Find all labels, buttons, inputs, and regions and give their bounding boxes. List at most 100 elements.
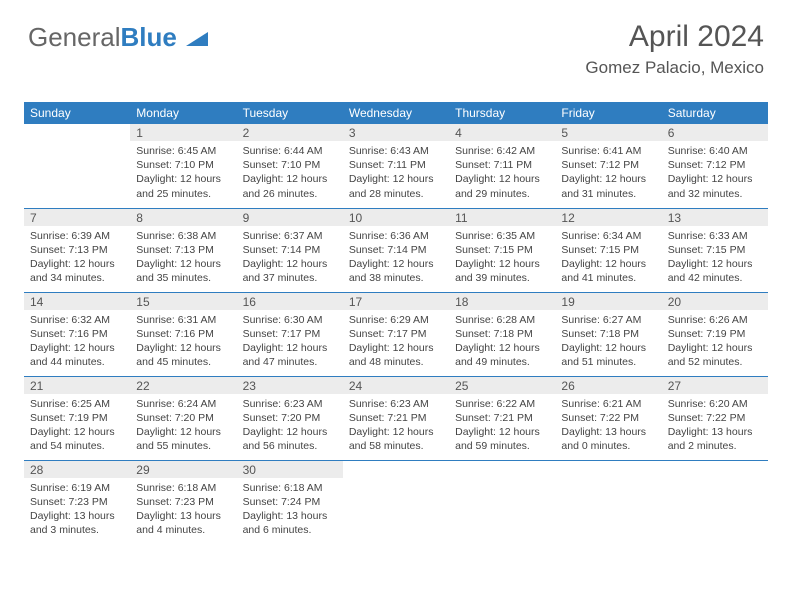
day-details: Sunrise: 6:37 AMSunset: 7:14 PMDaylight:… [237, 226, 343, 286]
day-number: 27 [662, 377, 768, 394]
day-cell: 3Sunrise: 6:43 AMSunset: 7:11 PMDaylight… [343, 124, 449, 208]
day-details: Sunrise: 6:38 AMSunset: 7:13 PMDaylight:… [130, 226, 236, 286]
weekday-wednesday: Wednesday [343, 102, 449, 124]
day-cell: 17Sunrise: 6:29 AMSunset: 7:17 PMDayligh… [343, 292, 449, 376]
empty-cell [343, 460, 449, 544]
day-number: 12 [555, 209, 661, 226]
day-details: Sunrise: 6:43 AMSunset: 7:11 PMDaylight:… [343, 141, 449, 201]
day-number: 19 [555, 293, 661, 310]
day-details: Sunrise: 6:45 AMSunset: 7:10 PMDaylight:… [130, 141, 236, 201]
day-details: Sunrise: 6:32 AMSunset: 7:16 PMDaylight:… [24, 310, 130, 370]
day-details: Sunrise: 6:23 AMSunset: 7:20 PMDaylight:… [237, 394, 343, 454]
day-details: Sunrise: 6:29 AMSunset: 7:17 PMDaylight:… [343, 310, 449, 370]
day-number: 6 [662, 124, 768, 141]
day-cell: 13Sunrise: 6:33 AMSunset: 7:15 PMDayligh… [662, 208, 768, 292]
day-details: Sunrise: 6:25 AMSunset: 7:19 PMDaylight:… [24, 394, 130, 454]
day-cell: 18Sunrise: 6:28 AMSunset: 7:18 PMDayligh… [449, 292, 555, 376]
day-details: Sunrise: 6:23 AMSunset: 7:21 PMDaylight:… [343, 394, 449, 454]
location: Gomez Palacio, Mexico [585, 58, 764, 78]
day-details: Sunrise: 6:27 AMSunset: 7:18 PMDaylight:… [555, 310, 661, 370]
day-cell: 27Sunrise: 6:20 AMSunset: 7:22 PMDayligh… [662, 376, 768, 460]
calendar-row: 14Sunrise: 6:32 AMSunset: 7:16 PMDayligh… [24, 292, 768, 376]
day-details: Sunrise: 6:28 AMSunset: 7:18 PMDaylight:… [449, 310, 555, 370]
day-cell: 28Sunrise: 6:19 AMSunset: 7:23 PMDayligh… [24, 460, 130, 544]
day-details: Sunrise: 6:34 AMSunset: 7:15 PMDaylight:… [555, 226, 661, 286]
day-number: 13 [662, 209, 768, 226]
day-number: 11 [449, 209, 555, 226]
day-details: Sunrise: 6:26 AMSunset: 7:19 PMDaylight:… [662, 310, 768, 370]
day-cell: 29Sunrise: 6:18 AMSunset: 7:23 PMDayligh… [130, 460, 236, 544]
day-number: 25 [449, 377, 555, 394]
day-details: Sunrise: 6:31 AMSunset: 7:16 PMDaylight:… [130, 310, 236, 370]
day-cell: 21Sunrise: 6:25 AMSunset: 7:19 PMDayligh… [24, 376, 130, 460]
day-cell: 25Sunrise: 6:22 AMSunset: 7:21 PMDayligh… [449, 376, 555, 460]
day-details: Sunrise: 6:41 AMSunset: 7:12 PMDaylight:… [555, 141, 661, 201]
day-details: Sunrise: 6:35 AMSunset: 7:15 PMDaylight:… [449, 226, 555, 286]
day-details: Sunrise: 6:40 AMSunset: 7:12 PMDaylight:… [662, 141, 768, 201]
brand-triangle-icon [186, 24, 212, 55]
brand-part2: Blue [121, 22, 177, 52]
day-number: 5 [555, 124, 661, 141]
day-cell: 16Sunrise: 6:30 AMSunset: 7:17 PMDayligh… [237, 292, 343, 376]
day-cell: 10Sunrise: 6:36 AMSunset: 7:14 PMDayligh… [343, 208, 449, 292]
day-cell: 11Sunrise: 6:35 AMSunset: 7:15 PMDayligh… [449, 208, 555, 292]
day-number: 4 [449, 124, 555, 141]
day-number: 3 [343, 124, 449, 141]
weekday-sunday: Sunday [24, 102, 130, 124]
day-details: Sunrise: 6:21 AMSunset: 7:22 PMDaylight:… [555, 394, 661, 454]
day-number: 20 [662, 293, 768, 310]
day-details: Sunrise: 6:22 AMSunset: 7:21 PMDaylight:… [449, 394, 555, 454]
day-number: 17 [343, 293, 449, 310]
day-cell: 14Sunrise: 6:32 AMSunset: 7:16 PMDayligh… [24, 292, 130, 376]
day-number: 15 [130, 293, 236, 310]
day-number: 8 [130, 209, 236, 226]
day-cell: 8Sunrise: 6:38 AMSunset: 7:13 PMDaylight… [130, 208, 236, 292]
weekday-monday: Monday [130, 102, 236, 124]
day-cell: 24Sunrise: 6:23 AMSunset: 7:21 PMDayligh… [343, 376, 449, 460]
day-number: 24 [343, 377, 449, 394]
day-cell: 9Sunrise: 6:37 AMSunset: 7:14 PMDaylight… [237, 208, 343, 292]
day-cell: 15Sunrise: 6:31 AMSunset: 7:16 PMDayligh… [130, 292, 236, 376]
day-details: Sunrise: 6:44 AMSunset: 7:10 PMDaylight:… [237, 141, 343, 201]
calendar-body: 1Sunrise: 6:45 AMSunset: 7:10 PMDaylight… [24, 124, 768, 544]
calendar-row: 1Sunrise: 6:45 AMSunset: 7:10 PMDaylight… [24, 124, 768, 208]
day-details: Sunrise: 6:24 AMSunset: 7:20 PMDaylight:… [130, 394, 236, 454]
day-number: 1 [130, 124, 236, 141]
day-number: 29 [130, 461, 236, 478]
day-cell: 5Sunrise: 6:41 AMSunset: 7:12 PMDaylight… [555, 124, 661, 208]
empty-cell [555, 460, 661, 544]
day-number: 2 [237, 124, 343, 141]
day-cell: 23Sunrise: 6:23 AMSunset: 7:20 PMDayligh… [237, 376, 343, 460]
day-number: 9 [237, 209, 343, 226]
weekday-thursday: Thursday [449, 102, 555, 124]
header: April 2024 Gomez Palacio, Mexico [585, 20, 764, 78]
weekday-friday: Friday [555, 102, 661, 124]
day-number: 23 [237, 377, 343, 394]
day-number: 26 [555, 377, 661, 394]
day-cell: 22Sunrise: 6:24 AMSunset: 7:20 PMDayligh… [130, 376, 236, 460]
empty-cell [24, 124, 130, 208]
day-number: 22 [130, 377, 236, 394]
brand-part1: General [28, 22, 121, 52]
calendar-row: 7Sunrise: 6:39 AMSunset: 7:13 PMDaylight… [24, 208, 768, 292]
day-details: Sunrise: 6:20 AMSunset: 7:22 PMDaylight:… [662, 394, 768, 454]
day-cell: 20Sunrise: 6:26 AMSunset: 7:19 PMDayligh… [662, 292, 768, 376]
day-details: Sunrise: 6:18 AMSunset: 7:24 PMDaylight:… [237, 478, 343, 538]
month-title: April 2024 [585, 20, 764, 54]
empty-cell [662, 460, 768, 544]
day-details: Sunrise: 6:19 AMSunset: 7:23 PMDaylight:… [24, 478, 130, 538]
calendar-row: 21Sunrise: 6:25 AMSunset: 7:19 PMDayligh… [24, 376, 768, 460]
day-cell: 2Sunrise: 6:44 AMSunset: 7:10 PMDaylight… [237, 124, 343, 208]
weekday-header-row: SundayMondayTuesdayWednesdayThursdayFrid… [24, 102, 768, 124]
day-number: 14 [24, 293, 130, 310]
day-details: Sunrise: 6:30 AMSunset: 7:17 PMDaylight:… [237, 310, 343, 370]
calendar-grid: SundayMondayTuesdayWednesdayThursdayFrid… [24, 102, 768, 544]
day-number: 10 [343, 209, 449, 226]
day-details: Sunrise: 6:33 AMSunset: 7:15 PMDaylight:… [662, 226, 768, 286]
day-cell: 1Sunrise: 6:45 AMSunset: 7:10 PMDaylight… [130, 124, 236, 208]
brand-logo: GeneralBlue [28, 22, 212, 55]
day-details: Sunrise: 6:18 AMSunset: 7:23 PMDaylight:… [130, 478, 236, 538]
day-cell: 26Sunrise: 6:21 AMSunset: 7:22 PMDayligh… [555, 376, 661, 460]
weekday-tuesday: Tuesday [237, 102, 343, 124]
day-number: 28 [24, 461, 130, 478]
